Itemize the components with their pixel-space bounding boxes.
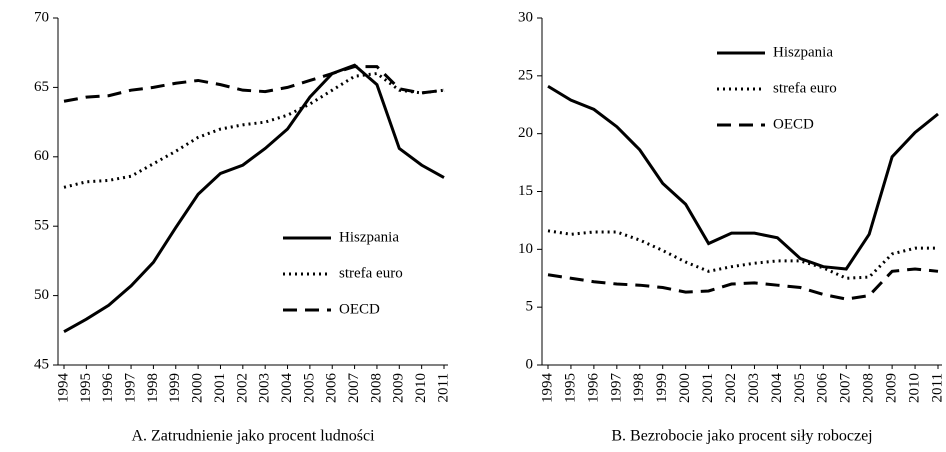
- legend-label: Hiszpania: [339, 229, 399, 245]
- x-tick-label: 2004: [769, 373, 785, 404]
- series-line: [547, 84, 939, 271]
- x-tick-label: 1995: [78, 373, 94, 403]
- legend-label: strefa euro: [339, 265, 403, 281]
- x-tick-label: 1999: [167, 373, 183, 403]
- y-tick-label: 55: [34, 218, 49, 234]
- y-tick-label: 5: [526, 299, 534, 315]
- x-tick-label: 2007: [346, 373, 362, 404]
- x-tick-label: 2010: [413, 373, 429, 403]
- series-line: [63, 63, 445, 333]
- caption: A. Zatrudnienie jako procent ludności: [131, 428, 375, 445]
- x-tick-label: 1996: [100, 373, 116, 404]
- x-tick-label: 2008: [368, 373, 384, 403]
- y-tick-label: 50: [34, 287, 49, 303]
- x-tick-label: 1998: [631, 373, 647, 403]
- x-tick-label: 2009: [391, 373, 407, 403]
- x-tick-label: 2009: [884, 373, 900, 403]
- legend-label: strefa euro: [773, 80, 837, 96]
- legend-label: OECD: [339, 301, 380, 317]
- x-tick-label: 1997: [608, 373, 624, 404]
- x-tick-label: 2002: [234, 373, 250, 403]
- y-tick-label: 0: [526, 356, 534, 372]
- x-tick-label: 1994: [55, 373, 71, 404]
- x-tick-label: 2003: [746, 373, 762, 403]
- y-tick-label: 15: [518, 183, 533, 199]
- y-tick-label: 65: [34, 79, 49, 95]
- legend-label: OECD: [773, 116, 814, 132]
- x-tick-label: 2001: [212, 373, 228, 403]
- y-tick-label: 30: [518, 9, 533, 25]
- x-tick-label: 2011: [929, 373, 945, 402]
- x-tick-label: 2006: [324, 373, 340, 404]
- x-tick-label: 1997: [122, 373, 138, 404]
- x-tick-label: 2007: [838, 373, 854, 404]
- legend-label: Hiszpania: [773, 44, 833, 60]
- x-tick-label: 2008: [861, 373, 877, 403]
- y-tick-label: 60: [34, 148, 49, 164]
- series-line: [63, 65, 445, 103]
- x-tick-label: 2006: [815, 373, 831, 404]
- series-line: [547, 229, 938, 280]
- y-tick-label: 20: [518, 125, 533, 141]
- x-tick-label: 2002: [723, 373, 739, 403]
- x-tick-label: 1999: [654, 373, 670, 403]
- x-tick-label: 1994: [539, 373, 555, 404]
- x-tick-label: 2001: [700, 373, 716, 403]
- x-tick-label: 2004: [279, 373, 295, 404]
- y-tick-label: 70: [34, 9, 49, 25]
- x-tick-label: 1998: [145, 373, 161, 403]
- series-line: [547, 267, 939, 301]
- x-tick-label: 2000: [190, 373, 206, 403]
- y-tick-label: 45: [34, 356, 49, 372]
- x-tick-label: 2005: [301, 373, 317, 403]
- x-tick-label: 1996: [585, 373, 601, 404]
- x-tick-label: 2000: [677, 373, 693, 403]
- x-tick-label: 2010: [906, 373, 922, 403]
- x-tick-label: 1995: [562, 373, 578, 403]
- y-tick-label: 10: [518, 241, 533, 257]
- y-tick-label: 25: [518, 67, 533, 83]
- x-tick-label: 2011: [435, 373, 451, 402]
- caption: B. Bezrobocie jako procent siły roboczej: [611, 428, 872, 445]
- x-tick-label: 2003: [257, 373, 273, 403]
- series-line: [63, 71, 445, 189]
- x-tick-label: 2005: [792, 373, 808, 403]
